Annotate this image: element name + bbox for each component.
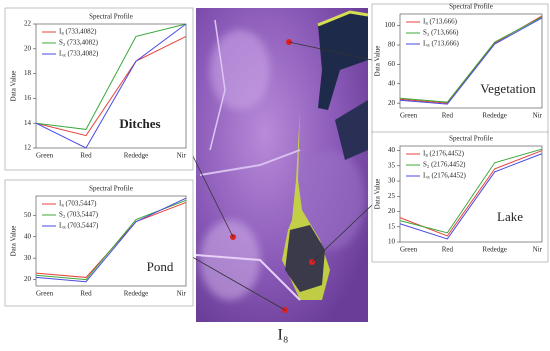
legend-entry: I₈ (713,666) [423,18,458,26]
y-tick-label: 40 [24,232,32,240]
x-tick-label: Nir [533,112,543,120]
y-axis-label: Data Value [10,226,18,257]
satellite-image [195,8,369,322]
y-tick-label: 18 [24,69,32,77]
annotation: Lake [497,209,523,224]
y-tick-label: 10 [388,238,396,246]
y-tick-label: 15 [388,222,396,230]
annotation: Vegetation [480,81,536,96]
series-line [35,23,187,149]
x-tick-label: Rededge [482,112,507,120]
series-line [35,35,187,137]
y-tick-label: 40 [388,146,396,154]
legend-entry: I₈ (733,4082) [59,28,97,36]
y-axis-label: Data Value [374,179,382,210]
legend-entry: I₈ (703,5447) [59,200,97,208]
x-tick-label: Green [36,152,54,160]
y-tick-label: 20 [24,275,32,283]
x-tick-label: Green [400,112,418,120]
series-line [399,17,543,105]
chart-title: Spectral Profile [449,135,493,143]
y-tick-label: 25 [388,192,396,200]
series-line [35,23,187,130]
legend-entry: S₂ (733,4082) [59,39,99,47]
x-tick-label: Green [36,290,54,298]
series-line [35,197,187,283]
y-tick-label: 35 [388,161,396,169]
x-tick-label: Green [400,246,418,254]
chart-panel [371,3,549,135]
y-tick-label: 12 [24,144,32,152]
legend-entry: L₈ (733,4082) [59,50,99,58]
x-tick-label: Rededge [124,290,149,298]
x-tick-label: Nir [177,290,187,298]
y-tick-label: 20 [388,207,396,215]
legend-entry: L₈ (713,666) [423,40,460,48]
x-tick-label: Rededge [124,152,149,160]
y-tick-label: 20 [388,99,396,107]
x-tick-label: Red [80,152,92,160]
y-tick-label: 80 [388,41,396,49]
x-tick-label: Red [442,112,454,120]
chart-panel [4,7,194,171]
y-axis-label: Data Value [374,46,382,77]
legend-entry: I₈ (2176,4452) [423,150,465,158]
legend-entry: L₈ (2176,4452) [423,172,467,180]
y-tick-label: 14 [24,119,32,127]
plot-area [399,13,543,109]
plot-area [35,195,187,287]
series-line [399,153,543,240]
chart-title: Spectral Profile [89,185,133,193]
y-tick-label: 22 [24,20,32,28]
y-tick-label: 100 [385,21,396,29]
plot-area [35,23,187,149]
image-caption: I₈ [278,327,289,344]
y-axis-label: Data Value [10,71,18,102]
x-tick-label: Nir [533,246,543,254]
plot-area [399,145,543,243]
series-line [399,148,543,234]
y-tick-label: 50 [24,211,32,219]
y-tick-label: 30 [388,177,396,185]
annotation: Pond [147,259,174,274]
x-tick-label: Red [442,246,454,254]
chart-panel [4,179,194,307]
legend-entry: S₂ (2176,4452) [423,161,466,169]
chart-title: Spectral Profile [449,3,493,11]
x-tick-label: Red [80,290,92,298]
legend-entry: S₂ (703,5447) [59,211,99,219]
x-tick-label: Nir [177,152,187,160]
y-tick-label: 60 [388,60,396,68]
x-tick-label: Rededge [482,246,507,254]
series-line [399,16,543,103]
chart-panel [371,131,549,263]
y-tick-label: 40 [388,79,396,87]
y-tick-label: 20 [24,44,32,52]
chart-title: Spectral Profile [89,13,133,21]
legend-entry: S₂ (713,666) [423,29,459,37]
annotation: Ditches [119,116,160,131]
legend-entry: L₈ (703,5447) [59,222,99,230]
y-tick-label: 16 [24,94,32,102]
y-tick-label: 30 [24,254,32,262]
